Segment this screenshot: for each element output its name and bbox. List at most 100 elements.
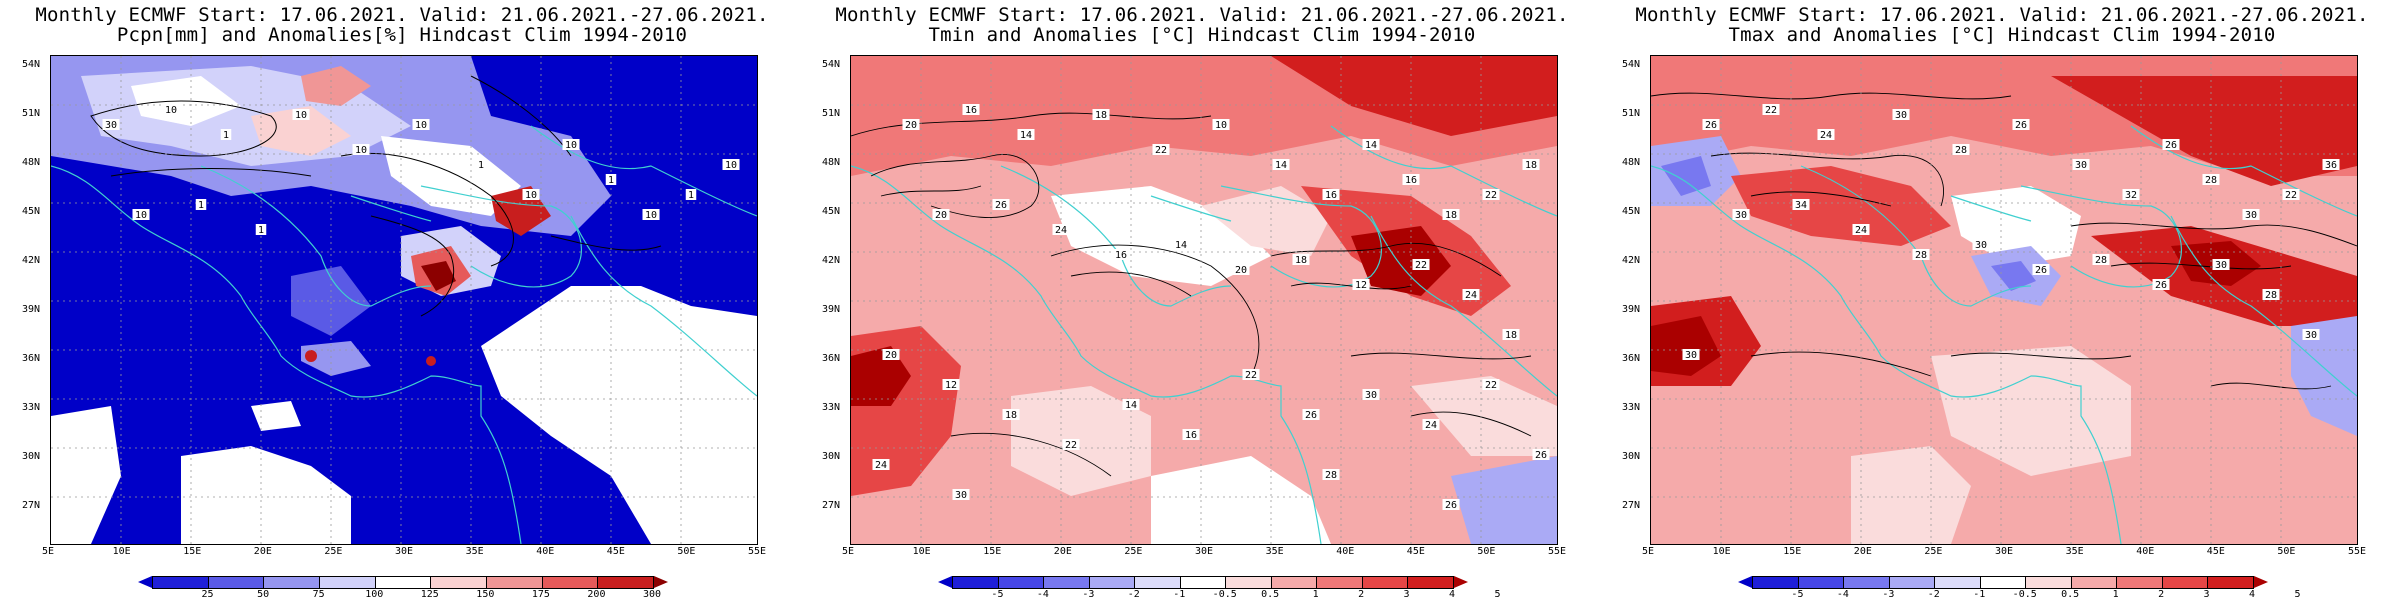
lat-tick-label: 42N <box>1622 254 1641 266</box>
contour-label: 1 <box>255 224 267 236</box>
contour-label: 22 <box>1062 439 1080 451</box>
contour-label-text: 30 <box>2245 210 2257 221</box>
contour-label-text: 22 <box>1155 145 1167 156</box>
colorbar-label: -3 <box>1082 589 1095 600</box>
contour-label-text: 20 <box>935 210 947 221</box>
contour-label-text: 24 <box>875 460 887 471</box>
contour-label: 22 <box>1412 259 1430 271</box>
colorbar <box>152 576 654 589</box>
contour-label: 30 <box>1892 109 1910 121</box>
contour-label-text: 16 <box>1325 190 1337 201</box>
colorbar-label: -1 <box>1973 589 1986 600</box>
lat-tick-label: 51N <box>1622 107 1641 119</box>
colorbar-segment <box>431 577 488 588</box>
contour-label-text: 32 <box>2125 190 2137 201</box>
contour-label: 28 <box>1322 469 1340 481</box>
lat-tick-label: 51N <box>822 107 841 119</box>
contour-label-text: 36 <box>2325 160 2337 171</box>
lat-tick-label: 45N <box>822 205 841 217</box>
contour-label-text: 14 <box>1365 140 1377 151</box>
contour-label: 1 <box>685 189 697 201</box>
lon-tick-label: 5E <box>842 546 855 557</box>
contour-label: 34 <box>1792 199 1810 211</box>
contour-label-text: 18 <box>1525 160 1537 171</box>
lon-tick-label: 20E <box>253 546 272 557</box>
contour-label: 26 <box>1702 119 1720 131</box>
colorbar-segment <box>1844 577 1890 588</box>
lon-tick-label: 45E <box>606 546 625 557</box>
contour-label-text: 12 <box>945 380 957 391</box>
contour-label: 1 <box>605 174 617 186</box>
colorbar-segment <box>1317 577 1363 588</box>
colorbar-label: -1 <box>1173 589 1186 600</box>
colorbar-label: 25 <box>201 589 214 600</box>
lon-tick-label: 15E <box>983 546 1002 557</box>
contour-label: 30 <box>1682 349 1700 361</box>
lon-tick-label: 45E <box>2206 546 2225 557</box>
lon-tick-label: 30E <box>1995 546 2014 557</box>
contour-label: 14 <box>1122 399 1140 411</box>
panel-precipitation: Monthly ECMWF Start: 17.06.2021. Valid: … <box>12 0 792 600</box>
colorbar-label: 3 <box>1403 589 1410 600</box>
contour-label-text: 30 <box>1895 110 1907 121</box>
contour-label-text: 1 <box>223 130 229 141</box>
contour-label-text: 12 <box>1355 280 1367 291</box>
colorbar-segment <box>320 577 376 588</box>
colorbar-label: 75 <box>312 589 325 600</box>
contour-label-text: 22 <box>1485 190 1497 201</box>
colorbar-label: -5 <box>991 589 1004 600</box>
colorbar-label: -2 <box>1927 589 1940 600</box>
colorbar-segment <box>1889 577 1936 588</box>
contour-label: 28 <box>2202 174 2220 186</box>
colorbar-segment <box>998 577 1045 588</box>
lon-tick-label: 40E <box>1336 546 1355 557</box>
contour-label: 10 <box>162 104 180 116</box>
contour-label-text: 14 <box>1175 240 1187 251</box>
lat-tick-label: 54N <box>22 58 41 70</box>
contour-label: 26 <box>1442 499 1460 511</box>
panel-title-line-2: Tmax and Anomalies [°C] Hindcast Clim 19… <box>1728 24 2276 46</box>
contour-label-text: 18 <box>1505 330 1517 341</box>
contour-label-text: 1 <box>478 160 484 171</box>
lon-tick-label: 30E <box>395 546 414 557</box>
contour-label-text: 18 <box>1445 210 1457 221</box>
contour-label: 14 <box>1017 129 1035 141</box>
contour-label-text: 30 <box>1685 350 1697 361</box>
contour-label: 28 <box>1952 144 1970 156</box>
contour-label-text: 28 <box>1915 250 1927 261</box>
contour-label-text: 22 <box>1765 105 1777 116</box>
lat-tick-label: 39N <box>22 303 41 315</box>
colorbar-label: 5 <box>2294 589 2301 600</box>
contour-label: 30 <box>2302 329 2320 341</box>
lon-tick-label: 50E <box>677 546 696 557</box>
colorbar-segment <box>1044 577 1090 588</box>
colorbar-label: 1 <box>1312 589 1319 600</box>
contour-label-text: 28 <box>1955 145 1967 156</box>
panel-title-line-1: Monthly ECMWF Start: 17.06.2021. Valid: … <box>835 4 1569 26</box>
colorbar-max-arrow <box>654 576 668 588</box>
lat-tick-label: 36N <box>822 352 841 364</box>
contour-label: 10 <box>722 159 740 171</box>
contour-label-text: 10 <box>355 145 367 156</box>
lat-tick-label: 36N <box>22 352 41 364</box>
colorbar-min-arrow <box>938 576 952 588</box>
lon-tick-label: 20E <box>1853 546 1872 557</box>
contour-label: 18 <box>1092 109 1110 121</box>
lat-tick-label: 45N <box>1622 205 1641 217</box>
contour-label: 22 <box>2282 189 2300 201</box>
colorbar-segment <box>1798 577 1845 588</box>
contour-label: 24 <box>1052 224 1070 236</box>
contour-label: 14 <box>1272 159 1290 171</box>
lon-tick-label: 25E <box>1924 546 1943 557</box>
lat-tick-label: 48N <box>22 156 41 168</box>
colorbar-max-arrow <box>1454 576 1468 588</box>
contour-label: 16 <box>1182 429 1200 441</box>
contour-label: 24 <box>1852 224 1870 236</box>
contour-label: 28 <box>2262 289 2280 301</box>
contour-label-text: 10 <box>725 160 737 171</box>
colorbar-segment <box>2162 577 2209 588</box>
contour-label-text: 28 <box>1325 470 1337 481</box>
contour-label: 20 <box>902 119 920 131</box>
contour-label-text: 28 <box>2205 175 2217 186</box>
tmax-map: 26 22 24 30 28 26 30 32 26 28 30 22 36 30 34 24 28 30 26 28… <box>1650 55 2358 545</box>
